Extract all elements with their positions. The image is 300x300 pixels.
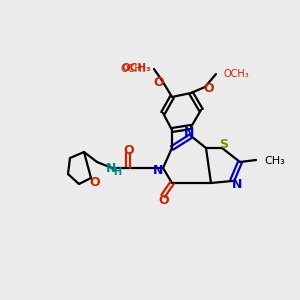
Text: OCH₃: OCH₃ [224,69,250,79]
Text: N: N [232,178,242,190]
Text: OCH₃: OCH₃ [121,63,151,73]
Text: S: S [220,137,229,151]
Text: N: N [153,164,163,176]
Text: N: N [106,163,116,176]
Text: O: O [204,82,214,94]
Text: CH₃: CH₃ [264,156,285,166]
Text: O: O [90,176,100,188]
Text: O: O [154,76,164,89]
Text: O: O [124,143,134,157]
Text: OCH₃: OCH₃ [120,64,146,74]
Text: H: H [113,167,121,177]
Text: O: O [159,194,169,206]
Text: N: N [184,127,194,140]
